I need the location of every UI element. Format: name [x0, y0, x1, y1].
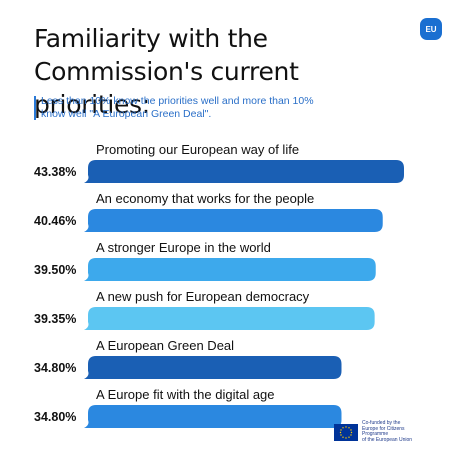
- eu-flag-icon: [334, 423, 358, 441]
- cofunded-footer: Co-funded by the Europe for Citizens Pro…: [334, 420, 432, 443]
- category-label: An economy that works for the people: [96, 191, 314, 206]
- value-label: 39.50%: [34, 263, 76, 277]
- subtitle-accent-bar: [34, 96, 36, 120]
- bar: [84, 356, 342, 379]
- category-label: Promoting our European way of life: [96, 142, 299, 157]
- chart-title: Familiarity with the Commission's curren…: [34, 22, 414, 121]
- eu-badge-icon: EU: [420, 18, 442, 40]
- title-line-1: Familiarity with the: [34, 24, 268, 53]
- chart-subtitle: Less than 10% know the priorities well a…: [41, 95, 341, 121]
- cofunded-text: Co-funded by the Europe for Citizens Pro…: [362, 420, 432, 443]
- category-label: A Europe fit with the digital age: [96, 387, 275, 402]
- subtitle-line-2: know well "A European Green Deal".: [41, 108, 212, 120]
- subtitle-line-1: Less than 10% know the priorities well a…: [41, 95, 314, 107]
- footer-line-2: Europe for Citizens Programme: [362, 425, 405, 437]
- value-label: 34.80%: [34, 410, 76, 424]
- value-label: 34.80%: [34, 361, 76, 375]
- footer-line-1: Co-funded by the: [362, 420, 401, 426]
- category-label: A stronger Europe in the world: [96, 240, 271, 255]
- value-label: 39.35%: [34, 312, 76, 326]
- title-line-2: Commission's current priorities:: [34, 57, 299, 119]
- bar: [84, 209, 383, 232]
- category-label: A new push for European democracy: [96, 289, 310, 304]
- bar: [84, 405, 342, 428]
- bar: [84, 258, 376, 281]
- category-label: A European Green Deal: [96, 338, 234, 353]
- footer-line-3: of the European Union: [362, 436, 413, 443]
- bar: [84, 307, 375, 330]
- bar: [84, 160, 404, 183]
- value-label: 43.38%: [34, 165, 76, 179]
- value-label: 40.46%: [34, 214, 76, 228]
